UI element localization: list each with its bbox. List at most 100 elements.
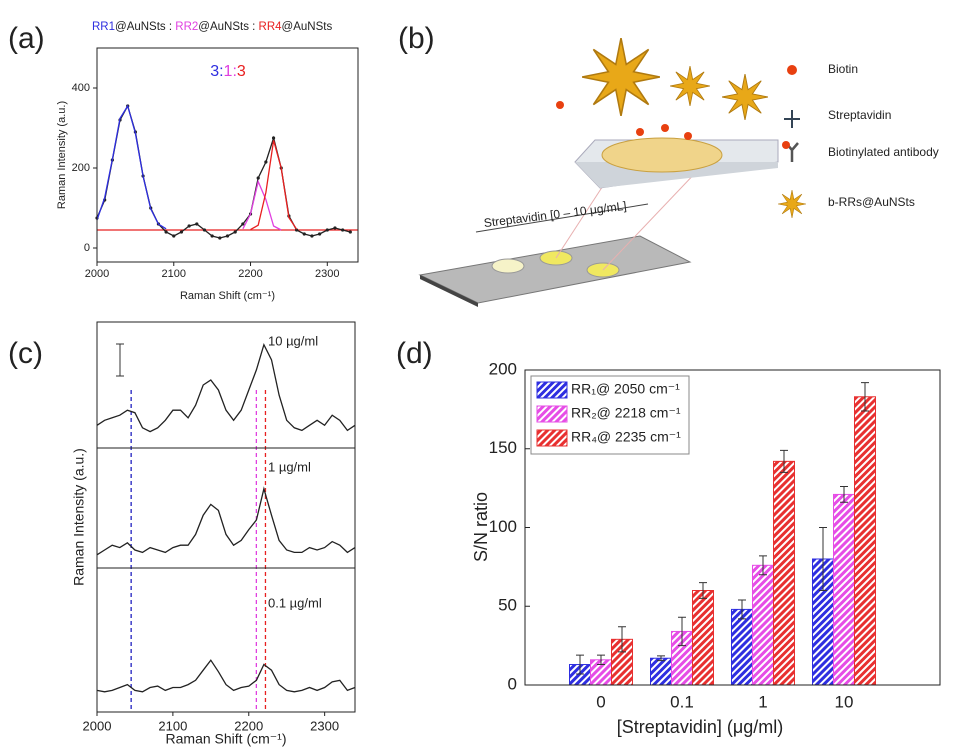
data-point bbox=[210, 234, 214, 238]
x-tick-label: 0.1 bbox=[670, 692, 694, 711]
plot-frame bbox=[96, 47, 359, 263]
y-tick-label: 0 bbox=[508, 674, 517, 693]
data-point bbox=[187, 224, 191, 228]
x-tick-label: 2300 bbox=[315, 268, 339, 280]
legend-label: Biotin bbox=[828, 62, 858, 76]
error-bar bbox=[597, 654, 605, 666]
y-tick-label: 150 bbox=[489, 438, 517, 457]
rich-text: 3:1:3 bbox=[210, 63, 246, 80]
legend-label: RR₂@ 2218 cm⁻¹ bbox=[571, 405, 681, 421]
error-bar bbox=[738, 599, 746, 620]
text-part: : bbox=[219, 63, 223, 80]
bar bbox=[650, 657, 672, 686]
x-axis-label: Raman Shift (cm⁻¹) bbox=[166, 731, 287, 747]
concentration-label: 10 µg/ml bbox=[268, 333, 318, 348]
scale-bar bbox=[116, 343, 124, 377]
x-axis-label: [Streptavidin] (μg/ml) bbox=[617, 717, 783, 737]
data-point bbox=[202, 228, 207, 232]
text-part: RR2 bbox=[175, 21, 198, 33]
plot-frame bbox=[524, 369, 941, 686]
biotin bbox=[636, 128, 644, 136]
x-tick-label: 2200 bbox=[234, 718, 263, 733]
legend-label: RR₄@ 2235 cm⁻¹ bbox=[571, 429, 681, 445]
panel-label: (c) bbox=[8, 337, 43, 370]
data-point bbox=[341, 228, 345, 232]
data-point bbox=[325, 228, 329, 232]
text-part: RR4 bbox=[259, 21, 283, 33]
error-bar bbox=[576, 654, 584, 675]
zoom-line bbox=[602, 167, 701, 271]
y-axis-label: S/N ratio bbox=[471, 492, 491, 562]
x-tick-label: 10 bbox=[835, 692, 854, 711]
data-point bbox=[348, 230, 352, 234]
data-point bbox=[218, 236, 222, 240]
rich-text: RR1@AuNSts : RR2@AuNSts : RR4@AuNSts bbox=[92, 21, 332, 33]
biotin bbox=[684, 132, 692, 140]
error-bar bbox=[657, 655, 665, 662]
text-part: @AuNSts bbox=[282, 21, 333, 33]
spectrum-line bbox=[250, 140, 298, 231]
data-point bbox=[310, 234, 314, 238]
error-bar bbox=[618, 626, 626, 653]
data-point bbox=[233, 230, 237, 234]
text-part: 1 bbox=[224, 63, 233, 80]
legend-swatch bbox=[536, 381, 568, 399]
x-tick-label: 1 bbox=[758, 692, 767, 711]
bar bbox=[833, 493, 855, 686]
legend-swatch bbox=[536, 429, 568, 447]
text-part: RR1 bbox=[92, 21, 115, 33]
error-bar bbox=[819, 527, 827, 591]
spot bbox=[491, 258, 525, 274]
data-point bbox=[164, 230, 168, 234]
biotin bbox=[556, 101, 564, 109]
panel-label: (b) bbox=[398, 22, 435, 55]
legend-icon bbox=[782, 141, 790, 149]
x-tick-label: 2300 bbox=[310, 718, 339, 733]
x-axis-label: Raman Shift (cm⁻¹) bbox=[180, 290, 275, 302]
y-tick-label: 100 bbox=[489, 517, 517, 536]
legend-swatch bbox=[536, 405, 568, 423]
data-point bbox=[271, 136, 276, 140]
y-tick-label: 50 bbox=[498, 596, 517, 615]
spectrum-line bbox=[96, 486, 356, 556]
error-bar bbox=[759, 555, 767, 576]
y-axis-label: Raman Intensity (a.u.) bbox=[71, 448, 87, 586]
text-part: 3 bbox=[210, 63, 219, 80]
y-axis-label: Raman Intensity (a.u.) bbox=[56, 101, 68, 209]
x-tick-label: 2100 bbox=[162, 268, 186, 280]
data-point bbox=[225, 234, 230, 238]
panel-label: (a) bbox=[8, 22, 45, 55]
nanostar bbox=[722, 74, 768, 120]
y-tick-label: 400 bbox=[72, 82, 90, 94]
data-point bbox=[256, 176, 260, 180]
legend-icon bbox=[784, 110, 800, 128]
plot-frame bbox=[96, 321, 356, 713]
text-part: @AuNSts : bbox=[115, 21, 175, 33]
bar bbox=[752, 564, 774, 686]
schematic: Streptavidin [0 – 10 μg/mL] Biotin Strep… bbox=[418, 38, 939, 307]
error-bar bbox=[861, 382, 869, 412]
legend-label: Streptavidin bbox=[828, 108, 891, 122]
data-point bbox=[195, 222, 199, 226]
biotin bbox=[661, 124, 669, 132]
y-tick-label: 200 bbox=[489, 359, 517, 378]
legend-label: Biotinylated antibody bbox=[828, 145, 939, 159]
spectrum-line bbox=[96, 104, 167, 230]
bar bbox=[692, 590, 714, 686]
concentration-label: 1 µg/ml bbox=[268, 459, 311, 474]
bar bbox=[773, 460, 795, 686]
concentration-label: 0.1 µg/ml bbox=[268, 595, 322, 610]
data-point bbox=[333, 226, 337, 230]
data-point bbox=[172, 234, 176, 238]
x-tick-label: 2100 bbox=[158, 718, 187, 733]
chip bbox=[418, 235, 692, 304]
sample-spot bbox=[601, 137, 723, 173]
x-tick-label: 2200 bbox=[238, 268, 262, 280]
slide-underline bbox=[475, 203, 649, 233]
x-tick-label: 2000 bbox=[85, 268, 109, 280]
spectrum-line bbox=[242, 179, 282, 231]
data-point bbox=[264, 160, 268, 164]
spectrum-line bbox=[96, 342, 356, 433]
text-part: : bbox=[232, 63, 236, 80]
